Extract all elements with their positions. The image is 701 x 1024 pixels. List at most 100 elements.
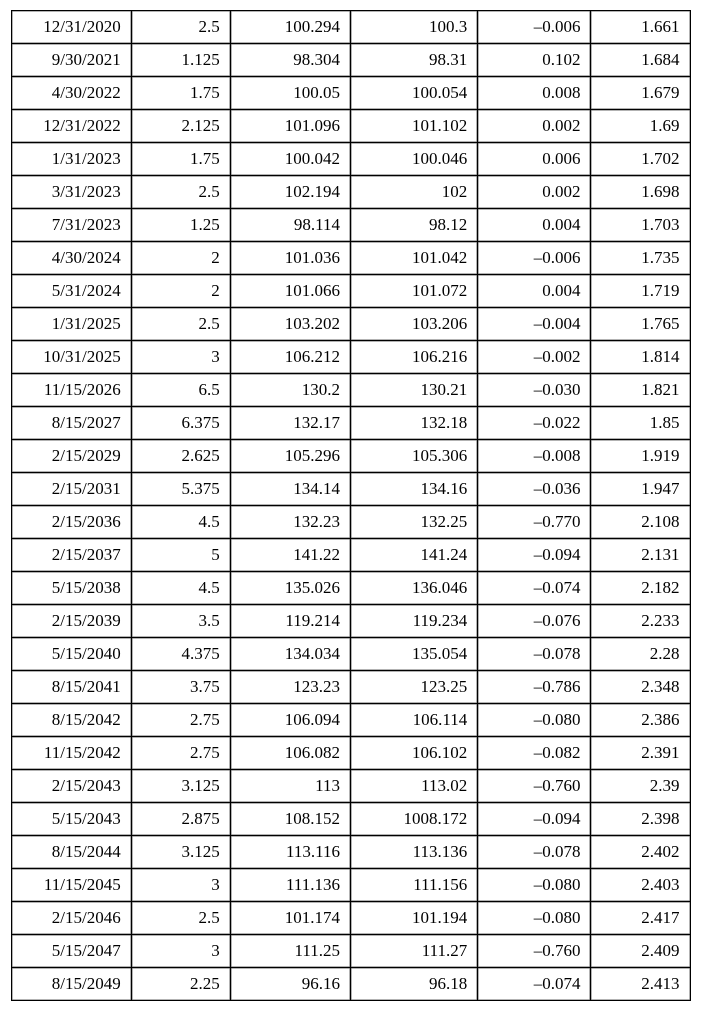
table-cell: 96.18 — [350, 968, 477, 1001]
table-cell: –0.078 — [478, 638, 591, 671]
table-cell: –0.022 — [478, 407, 591, 440]
table-cell: 3 — [131, 341, 230, 374]
table-cell: 98.31 — [350, 44, 477, 77]
table-cell: 101.066 — [230, 275, 350, 308]
table-cell: 130.2 — [230, 374, 350, 407]
table-cell: 1008.172 — [350, 803, 477, 836]
table-cell: 119.214 — [230, 605, 350, 638]
table-cell: 3.75 — [131, 671, 230, 704]
table-cell: 11/15/2045 — [11, 869, 131, 902]
table-cell: 101.072 — [350, 275, 477, 308]
table-cell: 100.054 — [350, 77, 477, 110]
table-cell: –0.030 — [478, 374, 591, 407]
table-row: 5/15/20432.875108.1521008.172–0.0942.398 — [11, 803, 690, 836]
table-cell: 1.703 — [591, 209, 690, 242]
table-cell: 1.85 — [591, 407, 690, 440]
table-cell: 2.5 — [131, 902, 230, 935]
table-cell: 101.174 — [230, 902, 350, 935]
table-cell: 4.375 — [131, 638, 230, 671]
table-cell: 2.398 — [591, 803, 690, 836]
table-cell: 2/15/2046 — [11, 902, 131, 935]
table-row: 2/15/20393.5119.214119.234–0.0762.233 — [11, 605, 690, 638]
table-cell: 3.125 — [131, 836, 230, 869]
table-cell: –0.080 — [478, 902, 591, 935]
table-cell: 111.27 — [350, 935, 477, 968]
table-cell: 12/31/2020 — [11, 11, 131, 44]
table-cell: 100.05 — [230, 77, 350, 110]
table-cell: 0.002 — [478, 110, 591, 143]
table-cell: 1.719 — [591, 275, 690, 308]
table-cell: 1.919 — [591, 440, 690, 473]
table-cell: 96.16 — [230, 968, 350, 1001]
table-cell: –0.008 — [478, 440, 591, 473]
table-cell: 1.821 — [591, 374, 690, 407]
table-cell: 0.006 — [478, 143, 591, 176]
table-cell: –0.094 — [478, 803, 591, 836]
table-cell: –0.004 — [478, 308, 591, 341]
table-cell: 2.28 — [591, 638, 690, 671]
data-table: 12/31/20202.5100.294100.3–0.0061.6619/30… — [11, 10, 691, 1001]
table-cell: 0.002 — [478, 176, 591, 209]
table-cell: 1.125 — [131, 44, 230, 77]
table-cell: –0.082 — [478, 737, 591, 770]
table-cell: 101.096 — [230, 110, 350, 143]
table-cell: 2.25 — [131, 968, 230, 1001]
table-cell: 101.042 — [350, 242, 477, 275]
table-row: 2/15/20292.625105.296105.306–0.0081.919 — [11, 440, 690, 473]
table-cell: 8/15/2027 — [11, 407, 131, 440]
table-cell: 4.5 — [131, 572, 230, 605]
table-row: 8/15/20413.75123.23123.25–0.7862.348 — [11, 671, 690, 704]
table-cell: 2.108 — [591, 506, 690, 539]
table-row: 3/31/20232.5102.1941020.0021.698 — [11, 176, 690, 209]
table-cell: 2 — [131, 242, 230, 275]
table-cell: 2.5 — [131, 308, 230, 341]
table-cell: 2.417 — [591, 902, 690, 935]
table-row: 11/15/20453111.136111.156–0.0802.403 — [11, 869, 690, 902]
table-body: 12/31/20202.5100.294100.3–0.0061.6619/30… — [11, 11, 690, 1001]
table-cell: 98.114 — [230, 209, 350, 242]
table-cell: 111.136 — [230, 869, 350, 902]
table-cell: –0.080 — [478, 704, 591, 737]
table-cell: 2.75 — [131, 737, 230, 770]
table-row: 2/15/20462.5101.174101.194–0.0802.417 — [11, 902, 690, 935]
table-cell: 11/15/2042 — [11, 737, 131, 770]
table-cell: 1.947 — [591, 473, 690, 506]
table-cell: –0.094 — [478, 539, 591, 572]
table-cell: 2/15/2039 — [11, 605, 131, 638]
table-cell: 106.082 — [230, 737, 350, 770]
table-cell: 2.233 — [591, 605, 690, 638]
table-cell: –0.080 — [478, 869, 591, 902]
table-cell: 1.75 — [131, 143, 230, 176]
table-cell: 3/31/2023 — [11, 176, 131, 209]
table-cell: 113 — [230, 770, 350, 803]
table-cell: 6.5 — [131, 374, 230, 407]
table-row: 1/31/20231.75100.042100.0460.0061.702 — [11, 143, 690, 176]
table-cell: 101.102 — [350, 110, 477, 143]
table-row: 8/15/20492.2596.1696.18–0.0742.413 — [11, 968, 690, 1001]
table-row: 2/15/20433.125113113.02–0.7602.39 — [11, 770, 690, 803]
table-cell: 2/15/2036 — [11, 506, 131, 539]
table-cell: 3 — [131, 935, 230, 968]
table-cell: 1.814 — [591, 341, 690, 374]
table-cell: 5/15/2043 — [11, 803, 131, 836]
table-cell: 1.75 — [131, 77, 230, 110]
table-cell: 1.661 — [591, 11, 690, 44]
table-cell: 1/31/2025 — [11, 308, 131, 341]
table-cell: 119.234 — [350, 605, 477, 638]
table-cell: 106.102 — [350, 737, 477, 770]
table-cell: 6.375 — [131, 407, 230, 440]
table-cell: 2.413 — [591, 968, 690, 1001]
table-cell: –0.786 — [478, 671, 591, 704]
table-cell: 2 — [131, 275, 230, 308]
table-cell: 2.391 — [591, 737, 690, 770]
table-row: 2/15/20375141.22141.24–0.0942.131 — [11, 539, 690, 572]
table-cell: 102.194 — [230, 176, 350, 209]
table-cell: 2/15/2031 — [11, 473, 131, 506]
table-cell: 1.679 — [591, 77, 690, 110]
table-cell: 5/15/2040 — [11, 638, 131, 671]
table-cell: 1.69 — [591, 110, 690, 143]
table-cell: –0.074 — [478, 968, 591, 1001]
table-cell: 5/15/2038 — [11, 572, 131, 605]
table-cell: 2.131 — [591, 539, 690, 572]
table-cell: 100.294 — [230, 11, 350, 44]
